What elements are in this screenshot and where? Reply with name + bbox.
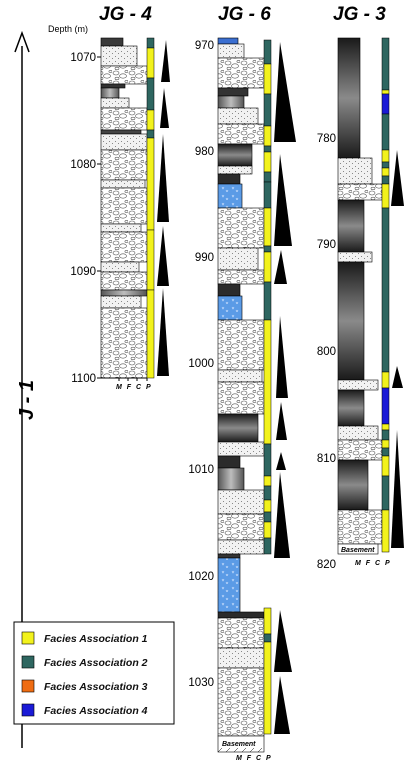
jg3-depth-ticks: 780 790 800 810 820	[317, 133, 336, 571]
depth-label: 1010	[188, 464, 214, 476]
well-title-jg6: JG - 6	[218, 4, 271, 25]
depth-label: 1080	[70, 159, 96, 171]
legend-label-fa1: Facies Association 1	[44, 633, 148, 645]
jg4-depth-ticks: 1070 1080 1090 1100	[70, 52, 101, 385]
jg4-grain-scale-axis	[101, 377, 148, 381]
legend-swatch-fa2	[21, 655, 35, 669]
legend-label-fa4: Facies Association 4	[44, 705, 148, 717]
jg4-trend-triangles	[157, 40, 170, 376]
depth-label: 780	[317, 133, 336, 145]
depth-label: 970	[195, 40, 214, 52]
legend-label-fa2: Facies Association 2	[44, 657, 148, 669]
jg6-grain-scale: M F C P	[236, 755, 272, 762]
depth-label: 1030	[188, 677, 214, 689]
jg6-lithology-column	[217, 37, 265, 737]
depth-label: 820	[317, 559, 336, 571]
jg6-trend-triangles	[274, 42, 296, 734]
jg3-basement	[337, 543, 379, 555]
jg3-trend-triangles	[391, 150, 404, 548]
legend: Facies Association 1 Facies Association …	[13, 621, 175, 725]
legend-swatch-fa3	[21, 679, 35, 693]
j1-label: J - 1	[16, 380, 38, 420]
jg4-lithology-column	[100, 37, 148, 379]
depth-label: 1100	[71, 373, 96, 385]
jg6-depth-ticks: 970 980 990 1000 1010 1020 1030	[188, 40, 214, 689]
jg6-facies-column	[263, 39, 272, 735]
jg6-basement	[217, 735, 265, 753]
legend-swatch-fa4	[21, 703, 35, 717]
depth-header: Depth (m)	[48, 24, 88, 34]
jg4-facies-column	[146, 37, 155, 379]
depth-label: 990	[195, 252, 214, 264]
depth-label: 1020	[188, 571, 214, 583]
depth-label: 980	[195, 146, 214, 158]
depth-label: 800	[317, 346, 336, 358]
well-title-jg4: JG - 4	[99, 4, 152, 25]
depth-label: 1090	[70, 266, 96, 278]
legend-swatch-fa1	[21, 631, 35, 645]
well-title-jg3: JG - 3	[333, 4, 386, 25]
jg3-facies-column	[381, 37, 390, 553]
depth-label: 1070	[70, 52, 96, 64]
depth-label: 790	[317, 239, 336, 251]
jg4-grain-scale: M F C P	[116, 384, 152, 391]
jg6-basement-hatch	[217, 747, 263, 753]
jg3-basement-label: Basement	[341, 547, 375, 554]
jg3-grain-scale: M F C P	[355, 560, 391, 567]
legend-label-fa3: Facies Association 3	[44, 681, 148, 693]
jg6-basement-label: Basement	[222, 741, 256, 748]
jg3-lithology-column	[337, 37, 383, 545]
depth-label: 1000	[188, 358, 214, 370]
depth-label: 810	[317, 453, 336, 465]
